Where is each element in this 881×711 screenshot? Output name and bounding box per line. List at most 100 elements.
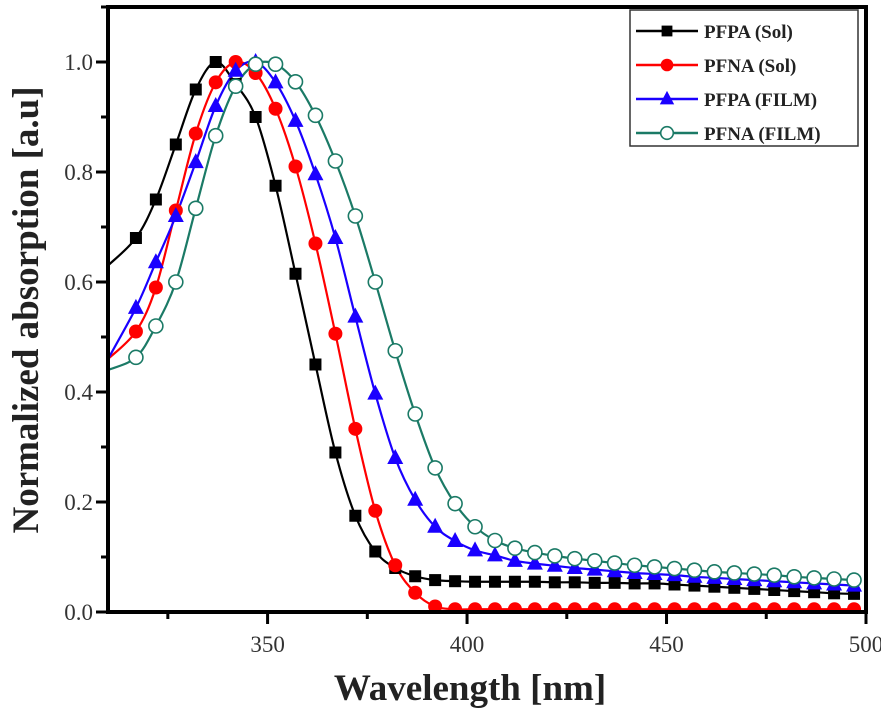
data-point-3 bbox=[128, 349, 144, 366]
data-point-3 bbox=[686, 562, 703, 579]
data-point-1 bbox=[148, 280, 163, 295]
data-point-0 bbox=[349, 509, 362, 522]
legend-marker bbox=[660, 58, 674, 72]
data-point-0 bbox=[249, 111, 262, 123]
data-point-2 bbox=[467, 541, 484, 557]
data-point-3 bbox=[287, 74, 304, 90]
data-point-3 bbox=[487, 532, 503, 549]
data-point-0 bbox=[289, 267, 302, 280]
data-point-0 bbox=[508, 575, 521, 588]
data-point-3 bbox=[746, 566, 763, 582]
data-point-1 bbox=[368, 503, 383, 518]
data-point-2 bbox=[447, 532, 464, 548]
data-point-3 bbox=[347, 208, 364, 224]
data-point-2 bbox=[367, 384, 384, 400]
y-tick-label: 0.6 bbox=[64, 270, 93, 295]
data-point-1 bbox=[727, 602, 742, 612]
legend-label: PFNA (FILM) bbox=[704, 124, 821, 145]
data-point-3 bbox=[646, 559, 663, 575]
data-point-3 bbox=[666, 560, 683, 577]
data-point-3 bbox=[766, 567, 783, 583]
data-point-3 bbox=[826, 571, 842, 587]
data-point-0 bbox=[469, 575, 482, 588]
data-point-0 bbox=[169, 138, 182, 151]
data-point-3 bbox=[626, 557, 643, 574]
data-point-0 bbox=[269, 179, 282, 192]
data-point-3 bbox=[527, 544, 543, 561]
legend-marker bbox=[659, 125, 675, 141]
x-tick-label: 350 bbox=[250, 632, 285, 657]
series-group bbox=[108, 53, 863, 612]
data-point-1 bbox=[547, 602, 562, 612]
data-point-2 bbox=[227, 61, 244, 77]
data-point-1 bbox=[348, 421, 363, 436]
x-tick-label: 450 bbox=[649, 632, 684, 657]
y-tick-label: 0.8 bbox=[64, 160, 93, 185]
data-point-1 bbox=[827, 602, 842, 612]
data-point-0 bbox=[488, 575, 501, 588]
y-axis-title: Normalized absorption [a.u] bbox=[6, 86, 47, 533]
y-tick-label: 0.2 bbox=[64, 490, 93, 515]
data-point-2 bbox=[287, 111, 304, 127]
data-point-2 bbox=[506, 551, 523, 567]
data-point-0 bbox=[429, 574, 442, 587]
data-point-0 bbox=[608, 576, 621, 589]
data-point-2 bbox=[207, 97, 224, 112]
data-point-1 bbox=[208, 75, 223, 90]
data-point-3 bbox=[726, 565, 743, 581]
data-point-1 bbox=[587, 602, 602, 612]
data-point-0 bbox=[309, 358, 322, 371]
plot-frame bbox=[106, 5, 868, 614]
legend: PFPA (Sol) PFNA (Sol) PFPA (FILM) PFNA (FIL… bbox=[629, 9, 859, 147]
legend-item: PFPA (Sol) bbox=[636, 22, 793, 43]
data-point-1 bbox=[767, 602, 782, 612]
data-point-1 bbox=[807, 602, 822, 612]
data-point-1 bbox=[647, 602, 662, 612]
data-point-3 bbox=[586, 553, 603, 569]
data-point-1 bbox=[507, 602, 522, 612]
data-point-1 bbox=[388, 558, 403, 573]
data-point-0 bbox=[149, 193, 162, 206]
data-point-2 bbox=[486, 546, 503, 562]
y-tick-label: 0.4 bbox=[64, 380, 93, 405]
data-point-3 bbox=[148, 318, 164, 334]
data-point-2 bbox=[427, 517, 444, 533]
data-point-0 bbox=[329, 446, 342, 459]
data-point-0 bbox=[189, 83, 202, 96]
data-point-1 bbox=[627, 602, 642, 612]
data-point-2 bbox=[407, 490, 424, 506]
legend-label: PFPA (FILM) bbox=[704, 90, 817, 111]
x-axis-title: Wavelength [nm] bbox=[334, 668, 606, 709]
data-point-3 bbox=[367, 274, 384, 290]
legend-item: PFNA (FILM) bbox=[636, 124, 821, 145]
data-point-1 bbox=[288, 159, 303, 174]
legend-marker bbox=[661, 25, 673, 37]
data-point-1 bbox=[527, 602, 542, 612]
data-point-0 bbox=[648, 577, 661, 590]
data-point-3 bbox=[447, 495, 463, 512]
data-point-3 bbox=[267, 56, 284, 72]
data-point-1 bbox=[567, 602, 582, 612]
data-point-3 bbox=[507, 540, 523, 557]
data-point-3 bbox=[187, 200, 204, 217]
data-point-0 bbox=[449, 575, 462, 588]
data-point-0 bbox=[129, 232, 142, 244]
data-point-3 bbox=[327, 153, 344, 169]
data-point-1 bbox=[128, 324, 143, 339]
data-point-1 bbox=[428, 599, 443, 612]
data-point-3 bbox=[407, 406, 423, 422]
data-point-0 bbox=[568, 576, 581, 589]
y-tick-label: 1.0 bbox=[64, 50, 93, 75]
data-point-1 bbox=[607, 602, 622, 612]
data-point-1 bbox=[448, 602, 463, 612]
data-point-2 bbox=[147, 253, 164, 269]
data-point-3 bbox=[387, 342, 404, 359]
data-point-1 bbox=[328, 326, 343, 341]
data-point-1 bbox=[847, 602, 862, 612]
data-point-0 bbox=[369, 545, 382, 558]
data-point-3 bbox=[706, 564, 723, 580]
data-point-2 bbox=[526, 554, 543, 570]
axes-layer: 350 400 450 500 0.0 0.2 0.4 0.6 0.8 1.0 bbox=[64, 5, 881, 657]
legend-label: PFNA (Sol) bbox=[704, 56, 796, 77]
data-point-3 bbox=[168, 274, 184, 290]
